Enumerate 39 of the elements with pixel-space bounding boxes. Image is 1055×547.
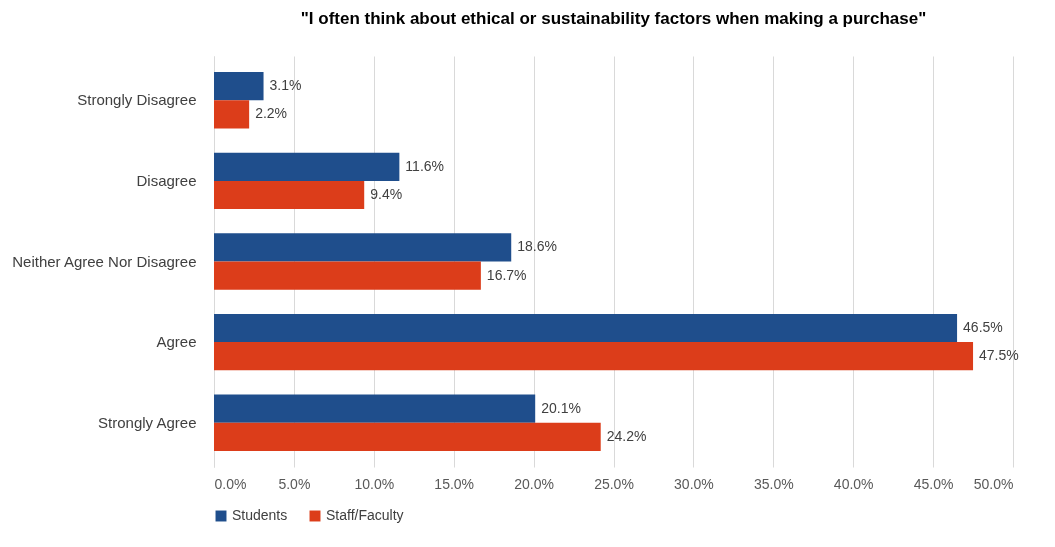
data-label: 20.1% xyxy=(541,399,581,416)
bar xyxy=(214,100,250,129)
data-label: 16.7% xyxy=(486,266,527,283)
y-tick-label: Disagree xyxy=(136,171,197,189)
x-tick-label: 10.0% xyxy=(354,475,395,492)
y-tick-label: Agree xyxy=(156,333,197,351)
bar xyxy=(214,394,536,423)
x-tick-label: 45.0% xyxy=(913,475,954,492)
bar xyxy=(214,233,512,262)
bar xyxy=(214,342,974,371)
x-tick-label: 25.0% xyxy=(594,475,634,492)
y-tick-label: Neither Agree Nor Disagree xyxy=(12,252,197,270)
data-label: 9.4% xyxy=(370,186,403,203)
data-label: 2.2% xyxy=(255,105,288,122)
y-tick-label: Strongly Disagree xyxy=(77,91,197,109)
x-tick-label: 40.0% xyxy=(833,475,874,492)
legend-label: Students xyxy=(232,507,288,523)
x-tick-label: 15.0% xyxy=(434,475,475,492)
data-label: 11.6% xyxy=(405,157,445,174)
x-tick-label: 5.0% xyxy=(278,475,311,492)
x-tick-label: 30.0% xyxy=(674,475,714,492)
x-tick-label: 35.0% xyxy=(753,475,794,492)
bar xyxy=(214,261,481,290)
bar xyxy=(214,180,365,210)
chart-title: "I often think about ethical or sustainability factors when making a purchase" xyxy=(300,9,927,28)
bar xyxy=(214,72,264,101)
data-label: 46.5% xyxy=(963,318,1003,335)
bar xyxy=(214,152,400,181)
x-tick-label: 50.0% xyxy=(973,475,1014,492)
data-label: 47.5% xyxy=(979,347,1019,364)
x-tick-label: 20.0% xyxy=(514,475,554,492)
data-label: 24.2% xyxy=(606,427,647,444)
legend-label: Staff/Faculty xyxy=(326,507,404,523)
bar xyxy=(214,313,958,343)
data-label: 3.1% xyxy=(269,77,302,94)
y-tick-label: Strongly Agree xyxy=(98,413,197,431)
data-label: 18.6% xyxy=(517,238,557,255)
x-tick-label: 0.0% xyxy=(214,475,247,492)
bar xyxy=(214,422,601,451)
